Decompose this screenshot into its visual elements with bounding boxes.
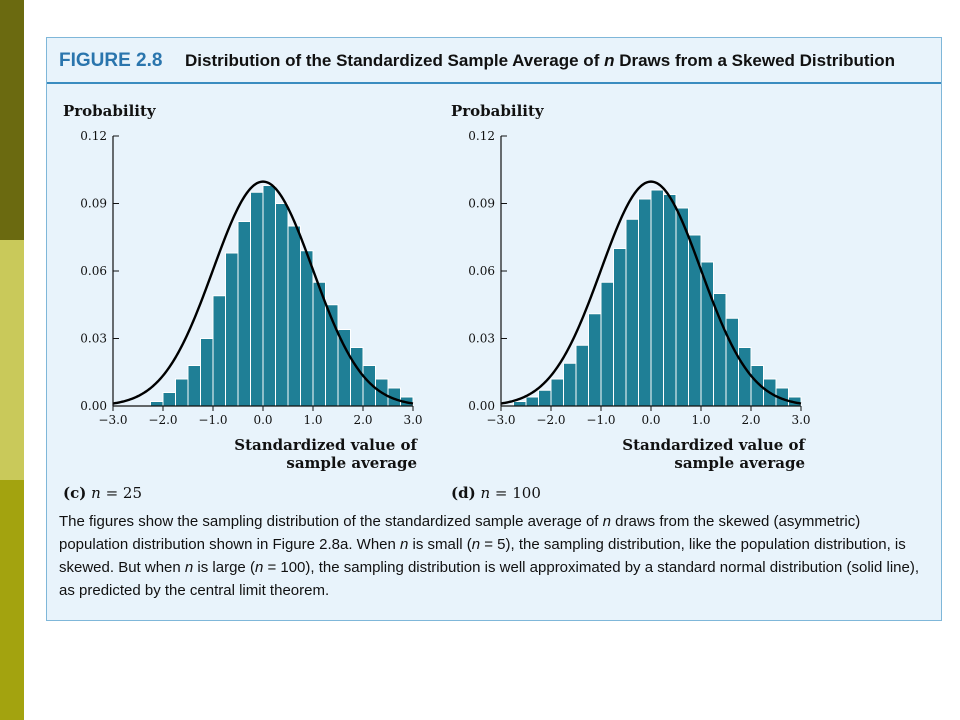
panel-n-symbol: n bbox=[480, 484, 491, 502]
figure-frame: FIGURE 2.8 Distribution of the Standardi… bbox=[46, 37, 942, 621]
y-tick-label: 0.09 bbox=[80, 197, 107, 211]
x-axis-label-line2: sample average bbox=[674, 454, 805, 472]
histogram-bar bbox=[200, 338, 214, 407]
y-axis-label: Probability bbox=[451, 102, 544, 120]
histogram-bar bbox=[237, 221, 251, 407]
histogram-bar bbox=[725, 317, 739, 407]
panel-subtitle: (c) n = 25 bbox=[63, 484, 142, 502]
x-axis-label: Standardized value of sample average bbox=[187, 436, 417, 472]
x-tick-label: 2.0 bbox=[741, 413, 760, 427]
x-tick-label: 1.0 bbox=[691, 413, 710, 427]
figure-caption: The figures show the sampling distributi… bbox=[59, 513, 920, 599]
decorative-stripe-middle bbox=[0, 240, 24, 480]
y-axis-label: Probability bbox=[63, 102, 156, 120]
histogram-bar bbox=[287, 225, 301, 407]
panel-d: Probability 0.00 0.03 0.06 0.09 0.12 −3.0 −2.0… bbox=[445, 98, 825, 502]
y-tick-label: 0.06 bbox=[468, 264, 495, 278]
y-tick-label: 0.12 bbox=[80, 129, 107, 143]
histogram-bar bbox=[350, 347, 364, 407]
x-tick-label: 2.0 bbox=[353, 413, 372, 427]
x-tick-label: −3.0 bbox=[486, 413, 515, 427]
histogram-bar bbox=[650, 189, 664, 407]
histogram-bar bbox=[550, 378, 564, 407]
x-axis-label-line1: Standardized value of bbox=[622, 436, 805, 454]
histogram-bar bbox=[187, 365, 201, 407]
histogram-bar bbox=[613, 248, 627, 407]
x-tick-label: 1.0 bbox=[303, 413, 322, 427]
panel-c: Probability 0.00 0.03 0.06 0.09 0.12 −3.0 −2.0… bbox=[57, 98, 437, 502]
y-tick-label: 0.00 bbox=[468, 399, 495, 413]
histogram-chart-d: 0.00 0.03 0.06 0.09 0.12 −3.0 −2.0 −1.0 0.0 1.0 2.… bbox=[468, 129, 810, 427]
histogram-bar bbox=[638, 198, 652, 407]
panel-letter: (d) bbox=[451, 484, 476, 502]
y-tick-label: 0.06 bbox=[80, 264, 107, 278]
histogram-bar bbox=[738, 347, 752, 407]
figure-title-bar: FIGURE 2.8 Distribution of the Standardi… bbox=[47, 38, 941, 84]
y-tick-label: 0.00 bbox=[80, 399, 107, 413]
x-tick-label: −1.0 bbox=[586, 413, 615, 427]
x-axis-label-line2: sample average bbox=[286, 454, 417, 472]
y-tick-label: 0.03 bbox=[80, 332, 107, 346]
figure-number: FIGURE 2.8 bbox=[59, 50, 163, 71]
x-tick-label: 0.0 bbox=[641, 413, 660, 427]
histogram-bar bbox=[337, 329, 351, 407]
histogram-bar bbox=[538, 389, 552, 407]
histogram-bar bbox=[300, 250, 314, 407]
histogram-bar bbox=[675, 207, 689, 407]
histogram-bar bbox=[563, 362, 577, 407]
decorative-stripe-top bbox=[0, 0, 24, 240]
x-tick-label: 0.0 bbox=[253, 413, 272, 427]
y-tick-label: 0.12 bbox=[468, 129, 495, 143]
y-tick-label: 0.03 bbox=[468, 332, 495, 346]
histogram-bar bbox=[513, 401, 527, 407]
histogram-bar bbox=[275, 203, 289, 407]
decorative-stripe-bottom bbox=[0, 480, 24, 720]
histogram-bar bbox=[575, 344, 589, 407]
figure-title: Distribution of the Standardized Sample … bbox=[185, 51, 896, 70]
panel-n-value: = 100 bbox=[494, 484, 541, 502]
histogram-bar bbox=[525, 396, 539, 407]
panel-subtitle: (d) n = 100 bbox=[451, 484, 541, 502]
histogram-bar bbox=[250, 191, 264, 407]
histogram-bar bbox=[150, 401, 164, 407]
y-tick-label: 0.09 bbox=[468, 197, 495, 211]
panel-n-symbol: n bbox=[91, 484, 101, 502]
histogram-bar bbox=[225, 252, 239, 407]
histogram-bar bbox=[600, 281, 614, 407]
histogram-bar bbox=[162, 392, 176, 407]
x-tick-label: −1.0 bbox=[198, 413, 227, 427]
x-axis-label-line1: Standardized value of bbox=[234, 436, 417, 454]
histogram-bar bbox=[212, 295, 226, 407]
histogram-bar bbox=[262, 185, 276, 407]
panel-letter: (c) bbox=[63, 484, 87, 502]
x-tick-label: −2.0 bbox=[536, 413, 565, 427]
histogram-bar bbox=[175, 378, 189, 407]
normal-density-curve bbox=[500, 180, 802, 405]
x-tick-label: −3.0 bbox=[98, 413, 127, 427]
histogram-bar bbox=[625, 218, 639, 407]
x-tick-label: −2.0 bbox=[148, 413, 177, 427]
histogram-bar bbox=[688, 234, 702, 407]
normal-density-curve bbox=[112, 180, 414, 405]
histogram-chart-c: 0.00 0.03 0.06 0.09 0.12 −3.0 −2.0 −1.0 0.0 1.0 2.… bbox=[80, 129, 422, 427]
x-tick-label: 3.0 bbox=[403, 413, 422, 427]
panel-n-value: = 25 bbox=[105, 484, 142, 502]
histogram-bar bbox=[663, 194, 677, 407]
x-tick-label: 3.0 bbox=[791, 413, 810, 427]
x-axis-label: Standardized value of sample average bbox=[575, 436, 805, 472]
histogram-bar bbox=[588, 313, 602, 407]
